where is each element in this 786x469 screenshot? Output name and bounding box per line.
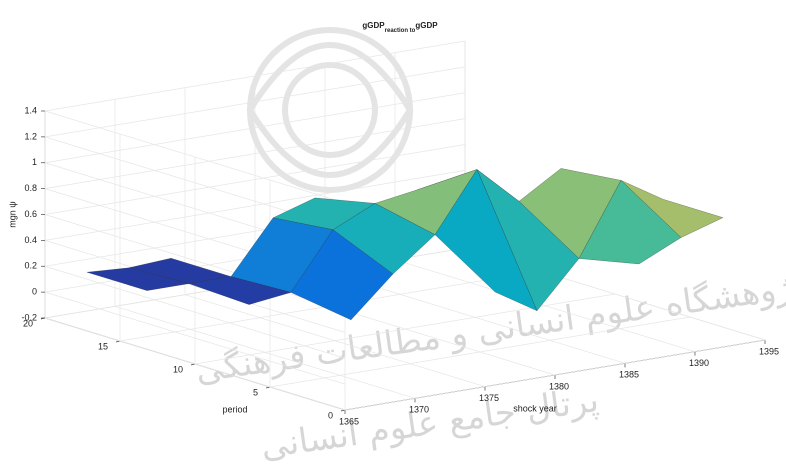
- watermark: پرتال جامع علوم انسانی: [258, 380, 601, 467]
- x-tick-label: 1385: [619, 370, 639, 380]
- y-tick-label: 20: [23, 318, 33, 328]
- x-tick-label: 1390: [689, 358, 709, 368]
- y-tick-label: 10: [173, 364, 183, 374]
- grid-line: [44, 317, 346, 411]
- grid-line: [44, 240, 346, 333]
- title-text: gGDP: [362, 21, 385, 30]
- z-tick-label: -0.2: [21, 312, 37, 322]
- grid-line: [194, 293, 616, 365]
- surface-patch: [290, 229, 394, 321]
- y-tick-label: 0: [328, 410, 333, 420]
- surface-patch: [86, 267, 190, 291]
- z-tick-label: 0.4: [24, 235, 37, 245]
- grid-line: [44, 118, 466, 189]
- z-axis-label: mgn ψ: [7, 201, 17, 227]
- z-tick-label: 0: [32, 287, 37, 297]
- tick-mark: [265, 386, 271, 389]
- title-subscript: reaction to: [385, 28, 416, 34]
- tick-mark: [190, 363, 196, 366]
- grid-line: [269, 316, 691, 388]
- tick-mark: [340, 409, 346, 412]
- grid-line: [344, 339, 766, 411]
- surface-patch: [434, 169, 538, 312]
- grid-line: [44, 265, 346, 359]
- y-axis-label: period: [222, 404, 247, 414]
- watermark-emblem: [246, 27, 414, 193]
- z-tick-label: 0.2: [24, 261, 37, 271]
- grid-line: [44, 144, 466, 215]
- grid-line: [44, 110, 346, 204]
- chart-title: gGDPreaction togGDP: [362, 21, 438, 33]
- tick-mark: [115, 340, 121, 343]
- x-tick-label: 1375: [479, 393, 499, 403]
- y-tick-label: 15: [98, 341, 108, 351]
- grid-line: [44, 170, 466, 241]
- x-tick-label: 1380: [549, 381, 569, 391]
- z-tick-label: 0.8: [24, 183, 37, 193]
- title-target: gGDP: [415, 21, 438, 30]
- surface-patch: [188, 276, 292, 305]
- z-tick-label: 1.2: [24, 131, 37, 141]
- grid-line: [44, 40, 466, 112]
- grid-line: [44, 291, 346, 385]
- surface-patch: [578, 180, 682, 265]
- z-tick-label: 1.4: [24, 105, 37, 115]
- x-axis-label: shock year: [513, 403, 557, 413]
- z-tick-label: 0.6: [24, 209, 37, 219]
- z-tick-label: 1: [32, 157, 37, 167]
- x-tick-label: 1365: [339, 416, 359, 426]
- x-tick-label: 1395: [759, 346, 779, 356]
- grid-line: [44, 66, 466, 138]
- grid-line: [44, 92, 466, 164]
- x-tick-label: 1370: [409, 405, 429, 415]
- y-tick-label: 5: [253, 387, 258, 397]
